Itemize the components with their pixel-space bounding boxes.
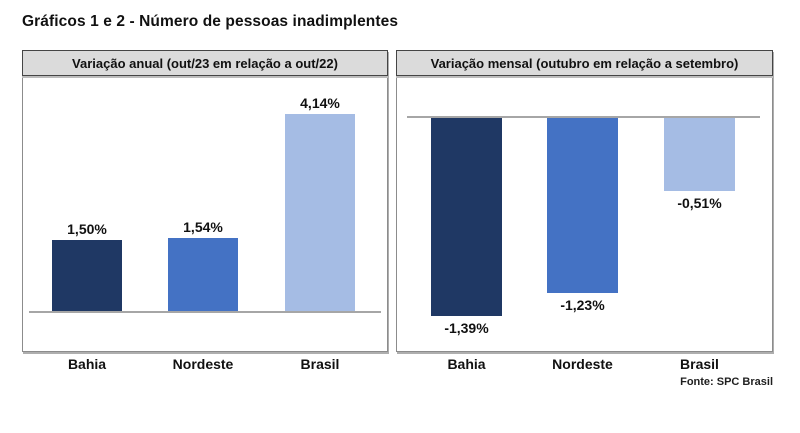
bar-value-label: 4,14% <box>300 95 340 111</box>
bar-nordeste <box>168 238 238 311</box>
zero-axis-line <box>29 311 381 313</box>
bar-nordeste <box>547 118 618 293</box>
bar-value-label: 1,54% <box>183 219 223 235</box>
category-label-nordeste: Nordeste <box>172 356 234 372</box>
category-label-brasil: Brasil <box>300 356 340 372</box>
bar-value-label: -0,51% <box>677 195 722 211</box>
bar-value-label: 1,50% <box>67 221 107 237</box>
monthly-chart-title: Variação mensal (outubro em relação a se… <box>396 50 773 76</box>
zero-axis-line <box>407 116 760 118</box>
figure-title: Gráficos 1 e 2 - Número de pessoas inadi… <box>22 13 399 30</box>
category-label-bahia: Bahia <box>447 356 486 372</box>
bar-bahia <box>52 240 122 311</box>
bar-bahia <box>431 118 502 316</box>
bar-value-label: -1,39% <box>444 320 489 336</box>
annual-variation-chart-panel: Variação anual (out/23 em relação a out/… <box>22 50 388 352</box>
category-label-nordeste: Nordeste <box>552 356 613 372</box>
category-label-brasil: Brasil <box>680 356 719 372</box>
monthly-chart-plot-area: -1,39% -1,23% -0,51% <box>397 77 772 351</box>
bar-value-label: -1,23% <box>560 297 605 313</box>
category-label-bahia: Bahia <box>67 356 107 372</box>
annual-chart-title: Variação anual (out/23 em relação a out/… <box>22 50 388 76</box>
annual-chart-plot-area: 1,50% 1,54% 4,14% <box>23 77 387 351</box>
bar-brasil <box>285 114 355 311</box>
monthly-variation-chart-panel: Variação mensal (outubro em relação a se… <box>396 50 773 352</box>
bar-brasil <box>664 118 735 191</box>
source-note: Fonte: SPC Brasil <box>680 376 773 388</box>
